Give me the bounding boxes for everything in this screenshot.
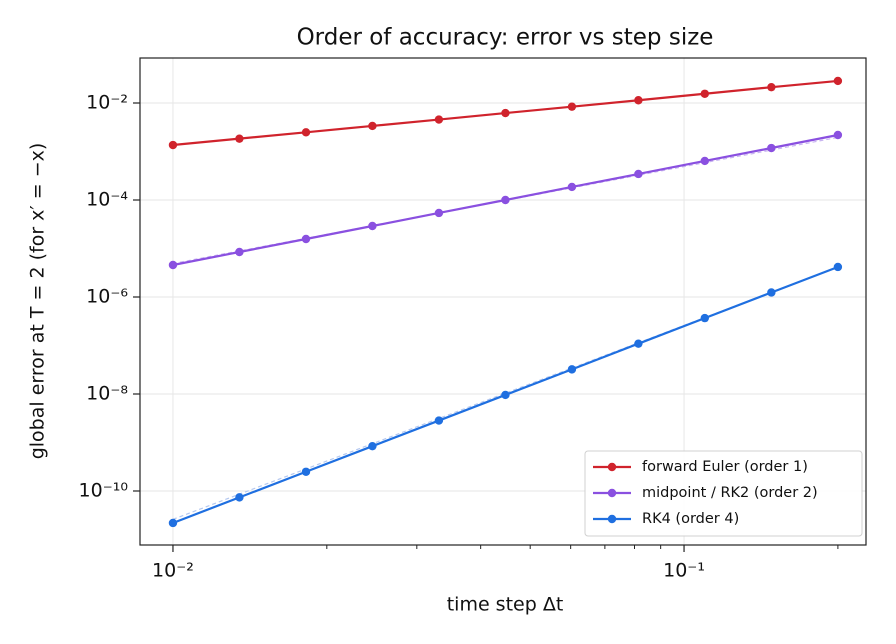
y-tick-label: 10⁻² [86,92,128,114]
marker [168,260,178,270]
y-tick-label: 10⁻⁸ [86,382,128,404]
legend-marker [607,462,617,472]
marker [833,76,843,86]
marker [567,182,577,192]
legend-marker [607,488,617,498]
marker [567,102,577,111]
legend-label: RK4 (order 4) [642,511,739,527]
y-axis-label: global error at T = 2 (for x′ = −x) [27,143,49,460]
marker [235,493,244,502]
marker [235,134,244,143]
marker [700,313,709,323]
marker [833,130,843,140]
marker [767,288,776,297]
marker [501,108,510,118]
marker [567,365,577,374]
legend-label: forward Euler (order 1) [642,459,808,475]
y-tick-label: 10⁻¹⁰ [79,479,128,501]
x-tick-label: 10⁻² [152,560,194,582]
marker [833,262,843,272]
marker [634,339,643,348]
marker [368,121,377,131]
marker [434,416,444,425]
marker [767,143,776,153]
marker [767,82,776,92]
marker [501,390,510,400]
plot-frame [139,57,867,546]
marker [368,441,377,451]
legend-label: midpoint / RK2 (order 2) [642,485,818,501]
legend-box [584,450,863,537]
marker [434,208,444,218]
marker [301,234,311,244]
x-tick-label: 10⁻¹ [663,560,705,582]
legend-marker [607,514,617,524]
marker [634,169,643,179]
chart-title: Order of accuracy: error vs step size [297,25,714,51]
y-tick-label: 10⁻⁶ [86,285,128,307]
marker [434,115,444,124]
x-axis-label: time step Δt [447,594,564,616]
marker [634,96,643,105]
marker [301,128,311,137]
marker [301,467,311,476]
y-tick-label: 10⁻⁴ [86,189,128,211]
marker [168,518,178,528]
marker [501,195,510,205]
marker [700,156,709,166]
marker [368,221,377,231]
marker [168,140,178,150]
marker [235,247,244,257]
marker [700,89,709,98]
